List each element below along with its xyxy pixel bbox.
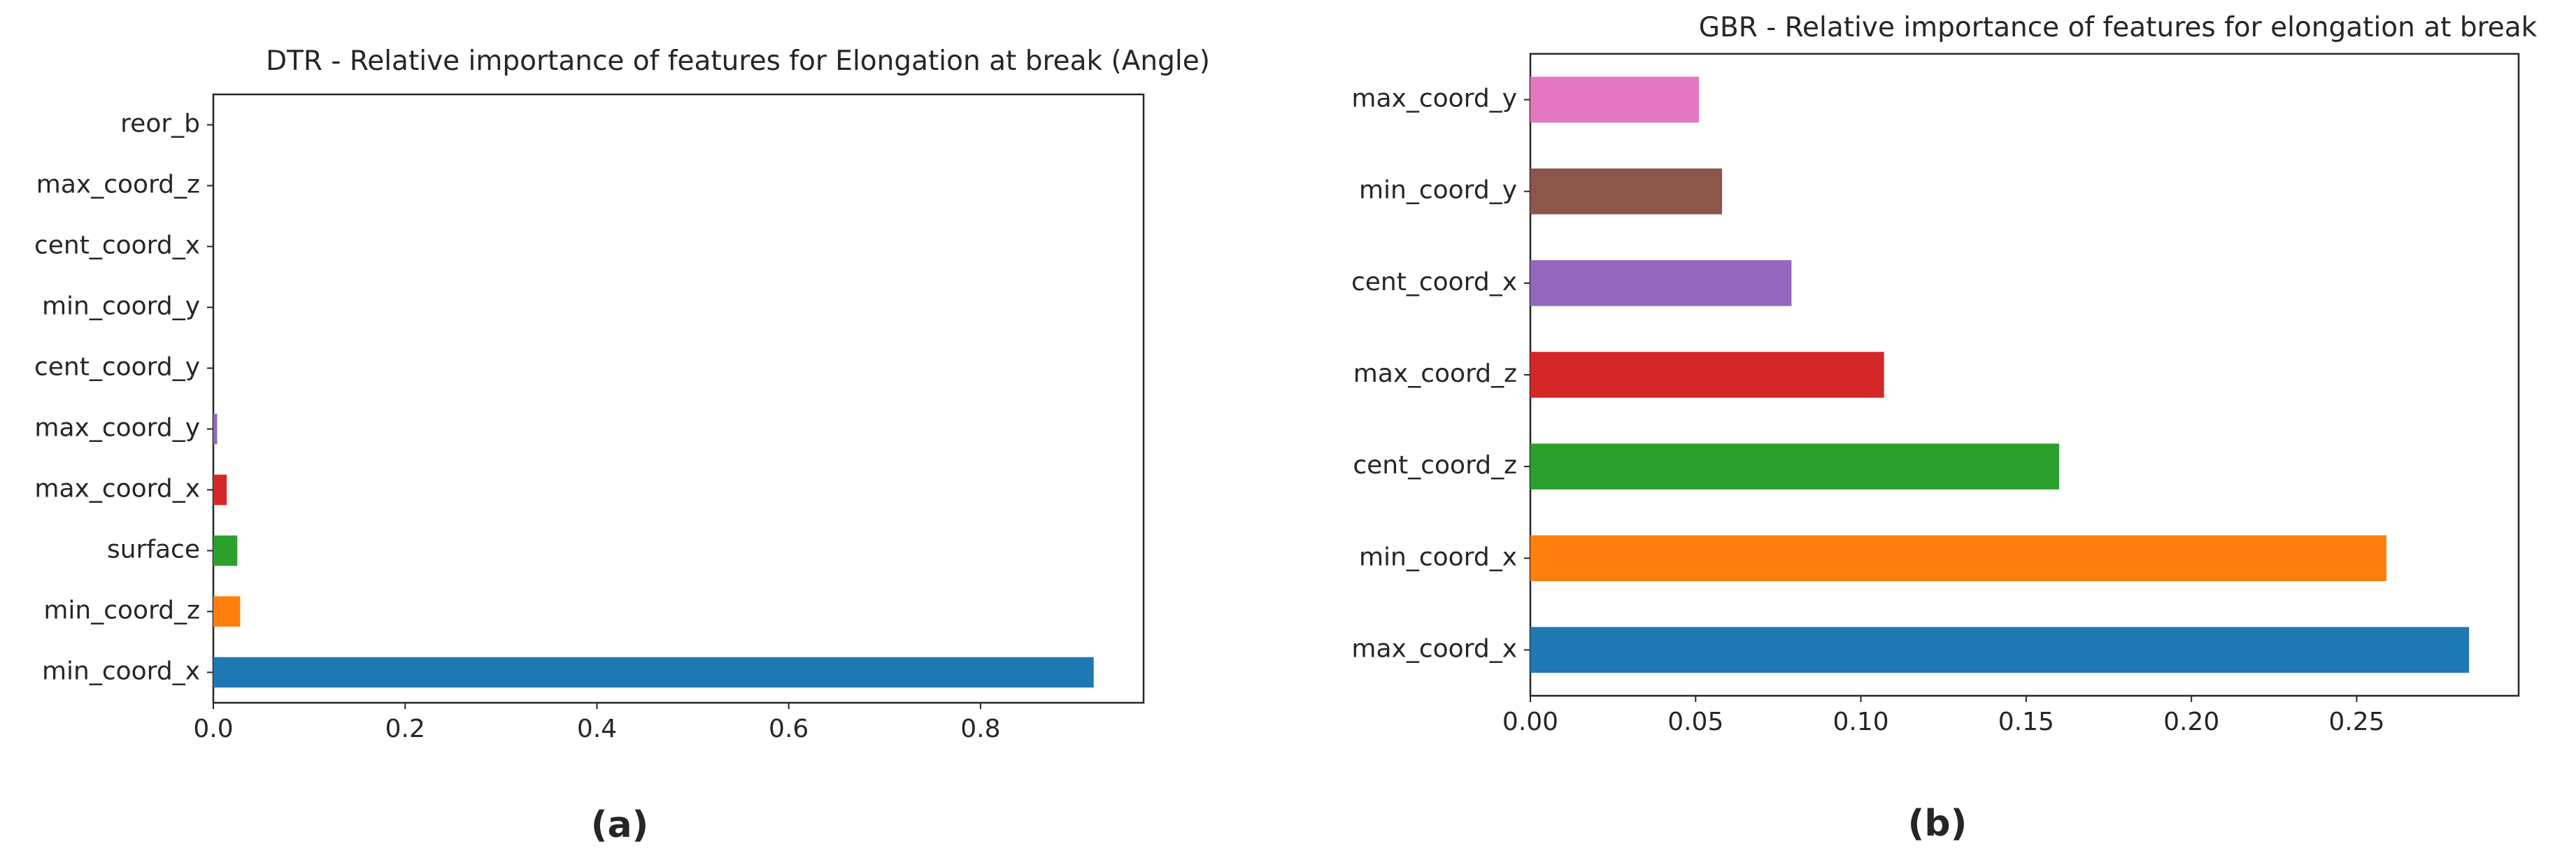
chart-title: GBR - Relative importance of features fo… bbox=[1699, 12, 2538, 43]
x-tick-label: 0.6 bbox=[769, 715, 809, 743]
y-tick-label: max_coord_x bbox=[34, 475, 200, 503]
x-tick-label: 0.05 bbox=[1667, 708, 1723, 736]
y-tick-label: cent_coord_x bbox=[34, 231, 200, 260]
x-tick-label: 0.4 bbox=[577, 715, 617, 743]
y-tick-label: max_coord_y bbox=[1351, 85, 1517, 113]
y-tick-label: min_coord_x bbox=[42, 657, 200, 686]
y-tick-label: max_coord_x bbox=[1351, 634, 1517, 663]
bar-max_coord_x bbox=[1530, 627, 2470, 673]
y-tick-label: reor_b bbox=[120, 110, 200, 138]
bar-min_coord_x bbox=[1530, 535, 2386, 582]
bar-min_coord_y bbox=[1530, 168, 1723, 215]
chart-b: GBR - Relative importance of features fo… bbox=[1351, 12, 2538, 845]
y-tick-label: min_coord_z bbox=[43, 596, 200, 625]
x-tick-label: 0.8 bbox=[960, 715, 1000, 743]
x-tick-label: 0.0 bbox=[193, 715, 233, 743]
y-tick-label: cent_coord_y bbox=[34, 353, 200, 382]
y-tick-label: max_coord_z bbox=[36, 171, 200, 199]
bar-max_coord_y bbox=[213, 413, 218, 445]
bar-max_coord_z bbox=[1530, 352, 1884, 398]
x-tick-label: 0.00 bbox=[1502, 708, 1558, 736]
bar-group bbox=[1530, 76, 2470, 673]
bar-min_coord_x bbox=[213, 657, 1094, 688]
y-tick-label: min_coord_y bbox=[42, 292, 200, 321]
caption: (b) bbox=[1908, 803, 1967, 845]
x-tick-label: 0.2 bbox=[385, 715, 425, 743]
y-axis: min_coord_x min_coord_z surface max_coord_x… bbox=[34, 110, 213, 686]
x-tick-label: 0.20 bbox=[2163, 708, 2219, 736]
y-tick-label: min_coord_x bbox=[1359, 543, 1517, 571]
chart-a: DTR - Relative importance of features fo… bbox=[34, 45, 1210, 846]
caption: (a) bbox=[591, 804, 649, 846]
x-axis: 0.0 0.2 0.4 0.6 0.8 bbox=[193, 703, 1001, 743]
plot-frame bbox=[212, 93, 1145, 704]
y-tick-label: min_coord_y bbox=[1359, 176, 1517, 205]
y-tick-label: max_coord_y bbox=[34, 414, 200, 443]
bar-surface bbox=[213, 535, 238, 566]
y-axis: max_coord_x min_coord_x cent_coord_z max_co… bbox=[1351, 85, 1530, 663]
y-tick-label: max_coord_z bbox=[1353, 359, 1517, 388]
bar-cent_coord_x bbox=[1530, 260, 1792, 306]
chart-title: DTR - Relative importance of features fo… bbox=[266, 45, 1210, 77]
y-tick-label: cent_coord_z bbox=[1353, 451, 1517, 480]
x-tick-label: 0.15 bbox=[1998, 708, 2054, 736]
x-tick-label: 0.10 bbox=[1833, 708, 1888, 736]
bar-min_coord_z bbox=[213, 596, 241, 627]
bar-cent_coord_z bbox=[1530, 443, 2060, 489]
y-tick-label: cent_coord_x bbox=[1351, 268, 1517, 296]
x-axis: 0.00 0.05 0.10 0.15 0.20 0.25 bbox=[1502, 696, 2385, 736]
bar-group bbox=[213, 413, 1094, 688]
bar-max_coord_x bbox=[213, 474, 227, 506]
bar-max_coord_y bbox=[1530, 76, 1700, 123]
x-tick-label: 0.25 bbox=[2328, 708, 2384, 736]
y-tick-label: surface bbox=[107, 536, 200, 564]
